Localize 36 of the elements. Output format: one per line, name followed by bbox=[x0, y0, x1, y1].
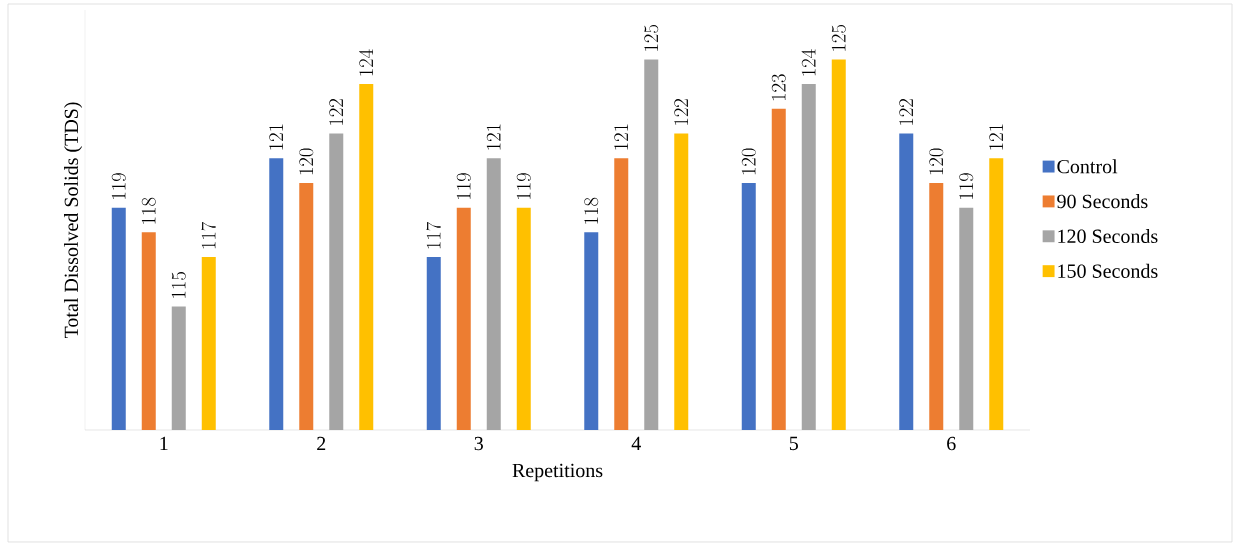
x-tick-label: 3 bbox=[474, 436, 483, 451]
data-label: 119 bbox=[456, 173, 471, 199]
x-tick-label: 1 bbox=[160, 436, 168, 451]
data-label: 120 bbox=[741, 148, 756, 175]
x-tick-label: 2 bbox=[317, 436, 326, 451]
data-label: 119 bbox=[516, 173, 531, 199]
data-label: 122 bbox=[899, 99, 913, 125]
data-label: 121 bbox=[614, 124, 628, 150]
data-label: 124 bbox=[359, 49, 373, 76]
y-axis-title: Total Dissolved Solids (TDS) bbox=[64, 102, 83, 339]
data-label: 124 bbox=[801, 49, 816, 76]
legend-label: 90 Seconds bbox=[1057, 194, 1148, 209]
data-label: 118 bbox=[584, 197, 599, 224]
data-label: 125 bbox=[644, 25, 659, 51]
x-tick-label: 4 bbox=[631, 436, 641, 451]
data-label: 119 bbox=[959, 173, 974, 199]
data-label: 122 bbox=[329, 99, 343, 125]
data-label: 121 bbox=[269, 124, 283, 150]
data-label: 117 bbox=[426, 221, 441, 249]
legend-label: Control bbox=[1057, 159, 1118, 174]
legend-label: 120 Seconds bbox=[1058, 228, 1158, 244]
data-label: 125 bbox=[831, 25, 846, 51]
legend-label: 150 Seconds bbox=[1058, 263, 1158, 278]
data-label: 117 bbox=[201, 221, 216, 249]
data-label: 120 bbox=[299, 148, 314, 175]
data-label: 121 bbox=[989, 124, 1003, 150]
data-label: 119 bbox=[111, 173, 126, 199]
data-label: 115 bbox=[171, 272, 186, 298]
x-tick-label: 6 bbox=[947, 436, 956, 451]
data-label: 118 bbox=[141, 197, 156, 224]
x-tick-label: 5 bbox=[789, 436, 798, 451]
data-label: 120 bbox=[929, 148, 944, 175]
x-axis-title: Repetitions bbox=[512, 463, 603, 482]
data-label: 121 bbox=[486, 124, 501, 150]
data-label: 122 bbox=[674, 99, 688, 125]
data-label: 123 bbox=[771, 74, 786, 101]
